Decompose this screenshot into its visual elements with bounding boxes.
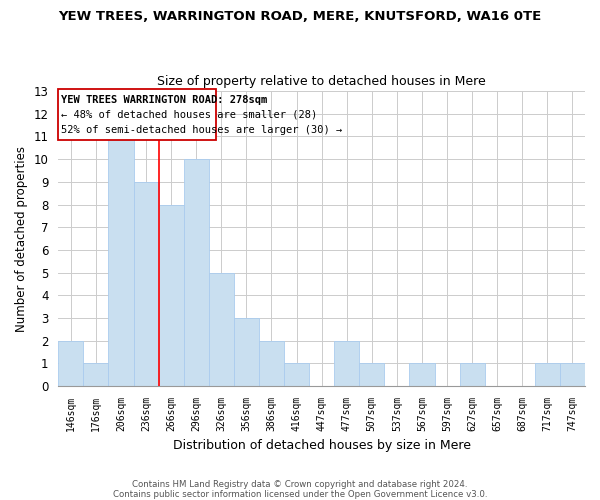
Bar (134, 182, 158, 386)
Text: Contains public sector information licensed under the Open Government Licence v3: Contains public sector information licen… (113, 490, 487, 499)
FancyBboxPatch shape (58, 89, 216, 140)
Bar (234, 318, 259, 386)
Bar (209, 272, 234, 386)
X-axis label: Distribution of detached houses by size in Mere: Distribution of detached houses by size … (173, 440, 470, 452)
Bar (284, 364, 309, 386)
Text: 52% of semi-detached houses are larger (30) →: 52% of semi-detached houses are larger (… (61, 124, 343, 134)
Bar (83, 364, 109, 386)
Text: YEW TREES, WARRINGTON ROAD, MERE, KNUTSFORD, WA16 0TE: YEW TREES, WARRINGTON ROAD, MERE, KNUTSF… (58, 10, 542, 23)
Bar (359, 364, 385, 386)
Text: YEW TREES WARRINGTON ROAD: 278sqm: YEW TREES WARRINGTON ROAD: 278sqm (61, 95, 268, 105)
Bar (334, 341, 359, 386)
Bar (58, 341, 83, 386)
Bar (109, 136, 134, 386)
Y-axis label: Number of detached properties: Number of detached properties (15, 146, 28, 332)
Bar (184, 159, 209, 386)
Text: ← 48% of detached houses are smaller (28): ← 48% of detached houses are smaller (28… (61, 109, 317, 119)
Title: Size of property relative to detached houses in Mere: Size of property relative to detached ho… (157, 76, 486, 88)
Bar (409, 364, 434, 386)
Text: Contains HM Land Registry data © Crown copyright and database right 2024.: Contains HM Land Registry data © Crown c… (132, 480, 468, 489)
Bar (535, 364, 560, 386)
Bar (560, 364, 585, 386)
Bar (158, 204, 184, 386)
Bar (259, 341, 284, 386)
Bar (460, 364, 485, 386)
